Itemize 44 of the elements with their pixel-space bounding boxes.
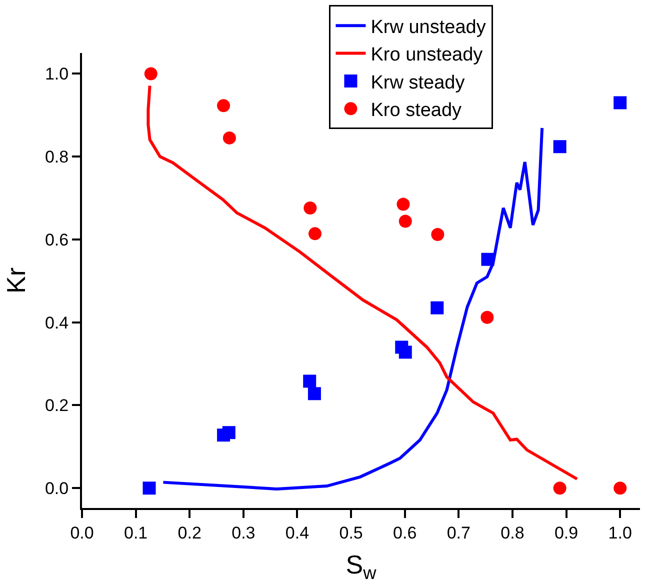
point <box>481 252 494 266</box>
point <box>398 214 412 228</box>
y-tick-label: 0.4 <box>44 313 69 332</box>
y-tick-label: 0.6 <box>44 230 69 250</box>
legend-label: Krw unsteady <box>370 16 486 38</box>
x-tick-label: 0.7 <box>446 523 470 542</box>
x-tick-label: 0.5 <box>339 523 363 542</box>
line-series <box>162 126 544 490</box>
x-tick-label: 0.3 <box>232 523 256 542</box>
x-tick-label: 0.6 <box>393 523 417 542</box>
y-tick-label: 0.0 <box>44 479 69 498</box>
point <box>222 426 236 440</box>
point <box>308 387 321 400</box>
x-tick-label: 0.1 <box>124 523 148 542</box>
point <box>614 482 627 495</box>
y-tick-label: 1.0 <box>44 64 69 84</box>
point <box>222 131 236 144</box>
point <box>480 310 494 324</box>
legend-label: Krw steady <box>370 72 466 94</box>
point <box>553 482 566 495</box>
y-axis-title: Kr <box>0 267 31 294</box>
legend-label: Kro steady <box>370 100 462 122</box>
x-tick-label: 1.0 <box>608 523 632 542</box>
point <box>303 374 316 388</box>
point <box>614 96 627 110</box>
legend-label: Kro unsteady <box>370 44 484 66</box>
point <box>431 228 444 241</box>
x-tick-label: 0.8 <box>500 523 524 542</box>
point <box>308 227 322 240</box>
point <box>144 67 158 80</box>
point <box>217 99 230 112</box>
y-tick-label: 0.2 <box>44 396 69 416</box>
point <box>304 201 317 214</box>
point <box>398 346 412 359</box>
x-tick-label: 0.9 <box>554 523 578 542</box>
y-tick-label: 0.8 <box>44 148 69 167</box>
point <box>142 482 156 495</box>
point <box>430 301 444 314</box>
point <box>553 140 566 154</box>
point <box>396 198 410 211</box>
x-tick-label: 0.2 <box>178 523 202 542</box>
x-tick-label: 0.0 <box>70 523 94 542</box>
x-tick-label: 0.4 <box>285 523 310 542</box>
x-axis-title: S$_{w}$ <box>346 550 378 584</box>
